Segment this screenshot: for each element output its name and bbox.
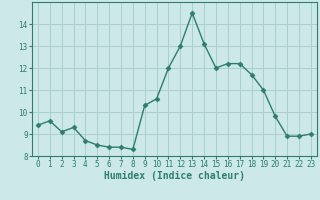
X-axis label: Humidex (Indice chaleur): Humidex (Indice chaleur) [104, 171, 245, 181]
